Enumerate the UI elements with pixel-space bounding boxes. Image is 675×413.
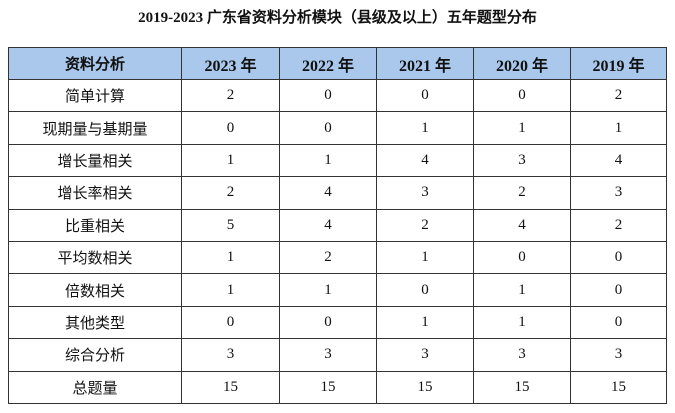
table-cell: 0	[473, 240, 571, 275]
table-cell: 1	[376, 240, 474, 275]
row-label: 增长率相关	[8, 176, 182, 210]
table-cell: 2	[279, 240, 377, 275]
table-cell: 1	[376, 305, 474, 340]
table-cell: 0	[376, 78, 474, 113]
header-year-2020: 2020 年	[473, 47, 571, 80]
table-cell: 1	[181, 240, 280, 275]
table-cell: 3	[376, 176, 474, 210]
row-label: 其他类型	[8, 305, 182, 340]
row-label: 综合分析	[8, 338, 182, 372]
table-cell: 1	[181, 143, 280, 178]
table-cell: 4	[473, 208, 571, 242]
table-row: 其他类型 0 0 1 1 0	[8, 305, 667, 340]
table-cell: 3	[376, 338, 474, 372]
table-cell: 0	[181, 111, 280, 145]
table-cell: 15	[473, 370, 571, 404]
row-label: 比重相关	[8, 208, 182, 242]
row-label: 现期量与基期量	[8, 111, 182, 145]
table-cell: 3	[473, 338, 571, 372]
table-row: 现期量与基期量 0 0 1 1 1	[8, 111, 667, 145]
table-cell: 0	[181, 305, 280, 340]
table-cell: 3	[181, 338, 280, 372]
table-cell: 4	[279, 176, 377, 210]
table-cell: 1	[279, 143, 377, 178]
table-cell: 1	[181, 273, 280, 307]
table-cell: 1	[279, 273, 377, 307]
table-cell: 0	[279, 111, 377, 145]
table-cell: 15	[570, 370, 667, 404]
table-cell: 1	[473, 305, 571, 340]
table-cell: 1	[473, 111, 571, 145]
header-year-2019: 2019 年	[570, 47, 667, 80]
table-row: 平均数相关 1 2 1 0 0	[8, 240, 667, 275]
table-header-row: 资料分析 2023 年 2022 年 2021 年 2020 年 2019 年	[8, 47, 667, 80]
table-cell: 15	[376, 370, 474, 404]
table-row: 增长率相关 2 4 3 2 3	[8, 176, 667, 210]
table-cell: 15	[181, 370, 280, 404]
row-label: 增长量相关	[8, 143, 182, 178]
row-label: 总题量	[8, 370, 182, 404]
question-distribution-table: 资料分析 2023 年 2022 年 2021 年 2020 年 2019 年 …	[8, 47, 667, 404]
header-year-2021: 2021 年	[376, 47, 474, 80]
table-cell: 1	[473, 273, 571, 307]
table-cell: 4	[570, 143, 667, 178]
table-cell: 3	[279, 338, 377, 372]
table-cell: 0	[570, 273, 667, 307]
table-row: 倍数相关 1 1 0 1 0	[8, 273, 667, 307]
table-row: 简单计算 2 0 0 0 2	[8, 78, 667, 113]
table-cell: 3	[570, 176, 667, 210]
table-cell: 4	[279, 208, 377, 242]
row-label: 简单计算	[8, 78, 182, 113]
header-category: 资料分析	[8, 47, 182, 80]
table-cell: 2	[181, 176, 280, 210]
document-title: 2019-2023 广东省资料分析模块（县级及以上）五年题型分布	[138, 10, 537, 26]
table-row: 综合分析 3 3 3 3 3	[8, 338, 667, 372]
table-row: 比重相关 5 4 2 4 2	[8, 208, 667, 242]
row-label: 倍数相关	[8, 273, 182, 307]
table-cell: 0	[279, 305, 377, 340]
table-cell: 3	[570, 338, 667, 372]
table-cell: 2	[473, 176, 571, 210]
table-cell: 0	[570, 240, 667, 275]
table-row-total: 总题量 15 15 15 15 15	[8, 370, 667, 404]
table-cell: 0	[473, 78, 571, 113]
table-cell: 0	[376, 273, 474, 307]
table-cell: 5	[181, 208, 280, 242]
header-year-2022: 2022 年	[279, 47, 377, 80]
header-year-2023: 2023 年	[181, 47, 280, 80]
table-cell: 3	[473, 143, 571, 178]
row-label: 平均数相关	[8, 240, 182, 275]
table-cell: 0	[570, 305, 667, 340]
table-row: 增长量相关 1 1 4 3 4	[8, 143, 667, 178]
table-cell: 1	[376, 111, 474, 145]
table-cell: 1	[570, 111, 667, 145]
table-cell: 4	[376, 143, 474, 178]
table-cell: 2	[570, 78, 667, 113]
table-cell: 2	[376, 208, 474, 242]
table-cell: 15	[279, 370, 377, 404]
table-cell: 2	[181, 78, 280, 113]
table-cell: 2	[570, 208, 667, 242]
table-cell: 0	[279, 78, 377, 113]
